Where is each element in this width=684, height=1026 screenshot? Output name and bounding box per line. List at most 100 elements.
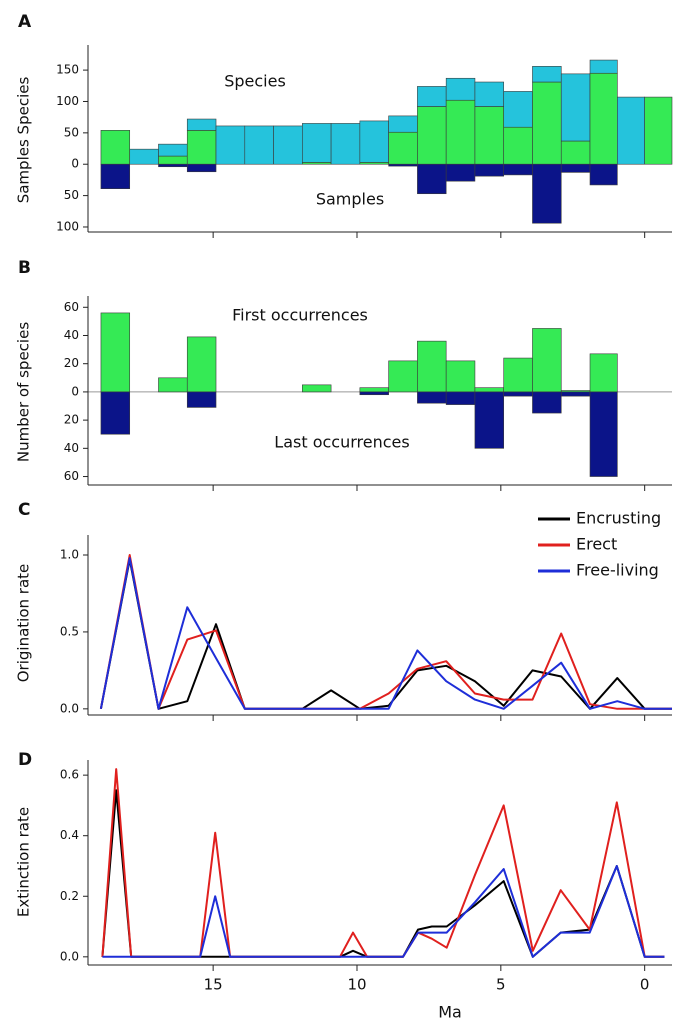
bar <box>445 163 476 182</box>
bar <box>388 131 418 165</box>
y-tick-label: 0 <box>71 157 79 171</box>
bar <box>589 59 618 74</box>
bar <box>532 328 562 393</box>
y-axis-label: Origination rate <box>15 564 33 683</box>
y-tick-label: 50 <box>64 188 79 202</box>
bar <box>503 91 533 128</box>
bar <box>417 106 447 165</box>
bar <box>503 357 533 393</box>
legend-label: Erect <box>576 535 617 554</box>
y-tick-label: 20 <box>64 356 79 370</box>
bar <box>359 391 389 396</box>
x-tick-label: 5 <box>496 976 506 994</box>
line-series <box>102 865 665 958</box>
bar <box>617 96 645 165</box>
y-tick-label: 0.2 <box>60 889 79 903</box>
bar <box>158 155 188 165</box>
bar <box>560 163 591 173</box>
y-tick-label: 1.0 <box>60 548 79 562</box>
line-series <box>101 768 665 958</box>
y-tick-label: 0.4 <box>60 828 79 842</box>
panel-letter: A <box>18 12 32 32</box>
bar <box>244 125 274 165</box>
y-tick-label: 100 <box>56 219 79 233</box>
bar <box>445 391 476 405</box>
bar <box>445 99 476 165</box>
line-series <box>99 554 672 710</box>
bar <box>359 120 389 163</box>
bar <box>474 163 505 177</box>
bar <box>388 163 418 167</box>
bar <box>589 72 618 165</box>
bar <box>186 118 217 131</box>
bar <box>388 115 418 133</box>
bar <box>186 336 217 393</box>
line-series <box>99 558 672 710</box>
bar <box>417 391 447 404</box>
annotation: Last occurrences <box>274 433 409 452</box>
bar <box>186 163 217 173</box>
panel-letter: D <box>18 750 32 770</box>
y-tick-label: 0.6 <box>60 768 79 782</box>
y-axis-label: Extinction rate <box>15 807 33 917</box>
bar <box>359 387 389 393</box>
legend-label: Free-living <box>576 561 659 580</box>
bar <box>302 123 332 163</box>
bar <box>532 163 562 224</box>
bar <box>186 391 217 408</box>
bar <box>474 106 505 165</box>
bar <box>129 148 159 165</box>
bar <box>474 387 505 393</box>
y-tick-label: 40 <box>64 328 79 342</box>
x-tick-label: 10 <box>347 976 366 994</box>
bar <box>503 163 533 176</box>
bar <box>532 66 562 83</box>
bar <box>158 143 188 157</box>
y-tick-label: 0.0 <box>60 949 79 963</box>
y-tick-label: 0.5 <box>60 624 79 638</box>
bar <box>445 77 476 101</box>
bar <box>158 377 188 393</box>
bar <box>560 140 591 165</box>
bar <box>100 312 131 393</box>
x-axis-label: Ma <box>438 1003 462 1022</box>
y-tick-label: 0 <box>71 384 79 398</box>
bar <box>215 125 246 165</box>
bar <box>100 391 131 435</box>
y-tick-label: 20 <box>64 413 79 427</box>
y-tick-label: 0.0 <box>60 701 79 715</box>
bar <box>560 73 591 142</box>
annotation: Species <box>224 72 286 91</box>
annotation: Samples <box>316 190 384 209</box>
line-series <box>101 789 665 958</box>
y-tick-label: 100 <box>56 94 79 108</box>
bar <box>532 391 562 414</box>
bar <box>100 130 131 165</box>
bar <box>644 96 673 165</box>
bar <box>474 391 505 449</box>
bar <box>503 391 533 397</box>
bar <box>388 360 418 393</box>
bar <box>445 360 476 393</box>
y-axis-label: Number of species <box>15 322 33 462</box>
annotation: First occurrences <box>232 306 368 325</box>
bar <box>302 384 332 393</box>
y-axis-label: Samples Species <box>15 77 33 204</box>
bar <box>532 81 562 165</box>
bar <box>330 123 361 165</box>
bar <box>589 163 618 186</box>
bar <box>100 163 131 190</box>
y-tick-label: 40 <box>64 441 79 455</box>
legend-label: Encrusting <box>576 509 661 528</box>
bar <box>186 130 217 165</box>
y-tick-label: 150 <box>56 63 79 77</box>
y-tick-label: 60 <box>64 469 79 483</box>
panel-letter: B <box>18 258 31 278</box>
line-series <box>99 557 672 710</box>
panel-letter: C <box>18 500 30 520</box>
bar <box>273 125 303 165</box>
bar <box>417 340 447 393</box>
y-tick-label: 60 <box>64 300 79 314</box>
bar <box>158 163 188 168</box>
